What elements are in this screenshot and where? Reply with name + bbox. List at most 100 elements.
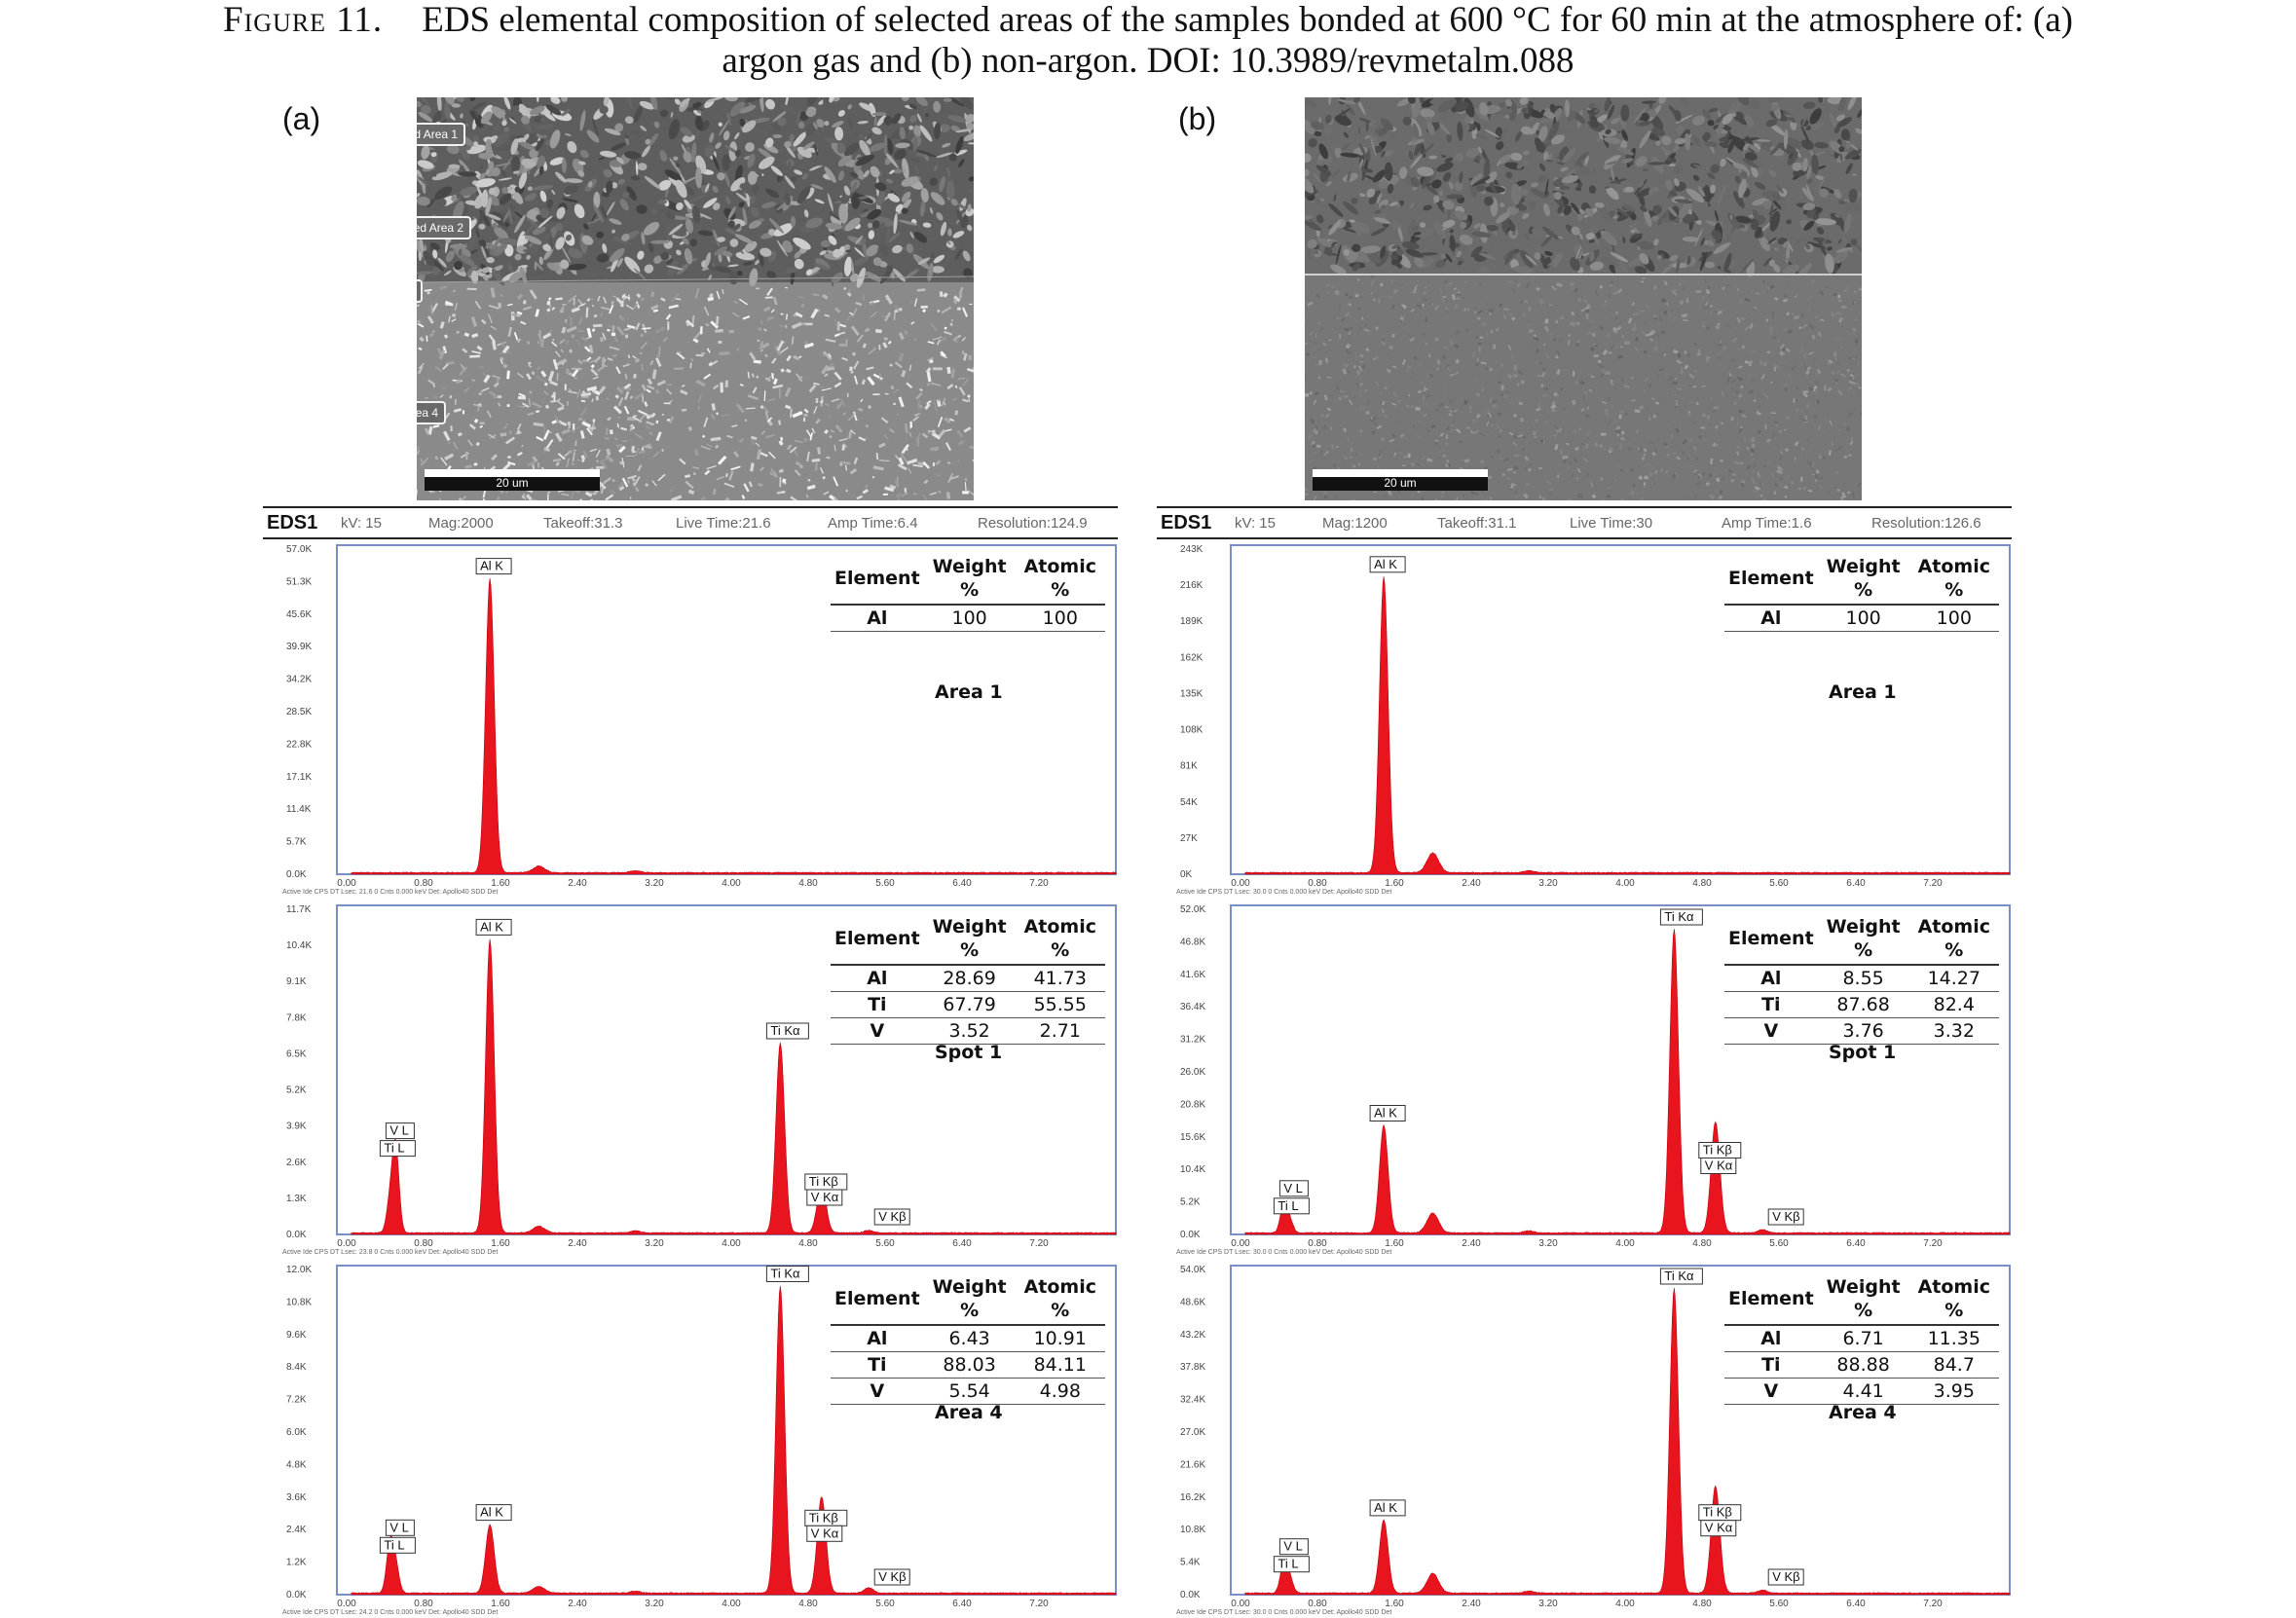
sem-area-tag: Area 13 Selected Area 3 [417,279,424,303]
peak-label: Ti Kβ [1698,1504,1742,1522]
takeoff-field: Takeoff:31.3 [543,515,623,532]
peak-label-box [806,1525,843,1542]
x-tick-label: 6.40 [952,1238,972,1249]
y-tick-label: 81K [1180,761,1198,772]
table-row: Al 6.43 10.91 [831,1325,1105,1352]
table-cell: 41.73 [1015,965,1105,992]
y-tick-label: 28.5K [286,707,312,717]
panel-label: (a) [282,101,321,136]
table-cell: V [1724,1378,1818,1405]
peak-label: V L [385,1519,415,1536]
y-tick-label: 0.0K [286,1230,307,1240]
figure-caption: Figure 11. EDS elemental composition of s… [0,0,2296,82]
table-header-cell: Atomic % [1917,556,1990,601]
peak-label: V Kα [806,1525,843,1542]
y-tick-label: 189K [1180,616,1204,627]
scale-bar: 20 um [425,469,600,491]
table-cell: 84.7 [1908,1351,1999,1379]
table-cell: 82.4 [1908,991,1999,1018]
amp-time-field: Amp Time:6.4 [828,515,918,532]
x-tick-label: 1.60 [491,1599,510,1609]
table-cell: 84.11 [1015,1351,1105,1379]
peak-label-text: Ti Kα [770,1023,800,1038]
table-header-row: Element Weight % Atomic % [1724,1273,1999,1325]
peak-label-box [873,1568,910,1586]
peak-label-box [873,1208,910,1226]
spectrum-location-label: Spot 1 [935,1042,1003,1063]
table-cell: 88.88 [1817,1351,1909,1379]
x-tick-label: 1.60 [491,1238,510,1249]
spectrum-footer: Active Ide CPS DT Lsec: 21.6 0 Cnts 0.00… [282,889,498,896]
table-header-cell: Element [834,568,920,589]
y-tick-label: 0K [1180,869,1193,880]
table-cell: V [831,1378,924,1405]
y-tick-label: 0.0K [1180,1230,1201,1240]
y-tick-label: 10.8K [1180,1525,1205,1535]
peak-label-box [1278,1180,1309,1197]
table-cell: 14.27 [1908,965,1999,992]
peak-label: Ti Kβ [804,1509,848,1526]
peak-label: Al K [1369,1499,1406,1517]
table-row: Ti 67.79 55.55 [831,991,1105,1018]
peak-label: V Kβ [873,1568,910,1586]
x-tick-label: 7.20 [1029,1238,1049,1249]
x-tick-label: 5.60 [875,878,895,889]
caption-line-1: Figure 11. EDS elemental composition of s… [0,0,2296,41]
table-header-cell: Atomic % [1917,916,1990,961]
kv-field: kV: 15 [341,515,382,532]
peak-label-box [1767,1568,1804,1586]
y-tick-label: 108K [1180,725,1204,736]
peak-label-box [379,1140,416,1158]
table-header-cell: Weight % [932,556,1007,601]
x-tick-label: 4.00 [722,1599,741,1609]
x-tick-label: 0.80 [414,878,433,889]
x-tick-label: 0.80 [414,1238,433,1249]
peak-label-text: Ti Kα [1664,909,1694,924]
peak-label-box [379,1536,416,1554]
table-header-cell: Atomic % [1023,916,1096,961]
table-cell: V [831,1017,924,1045]
x-tick-label: 4.00 [1615,1599,1635,1609]
scale-bar-line [1313,469,1488,477]
scale-bar-line [425,469,600,477]
y-tick-label: 51.3K [286,576,312,587]
sem-area-tag: Area 13 Selected Area 4 [417,401,447,424]
y-tick-label: 22.8K [286,739,312,750]
x-tick-label: 2.40 [1462,1599,1481,1609]
composition-table-header: Element Weight % Atomic % [831,913,1105,965]
table-cell: 3.76 [1817,1017,1909,1045]
composition-table-body: Al 100 100 [1724,605,1999,632]
y-tick-label: 1.2K [286,1558,307,1568]
composition-table-header: Element Weight % Atomic % [1724,1273,1999,1325]
peak-label-text: V Kα [1705,1521,1733,1535]
x-tick-label: 1.60 [1385,1238,1404,1249]
peak-label-text: V Kα [811,1190,839,1204]
table-row: Al 28.69 41.73 [831,965,1105,992]
composition-table-body: Al 28.69 41.73 Ti 67.79 55.55 V 3.52 2.71 [831,965,1105,1045]
x-tick-label: 4.00 [1615,878,1635,889]
x-tick-label: 4.80 [1692,1238,1712,1249]
table-cell: 5.54 [923,1378,1016,1405]
spectrum-location-label: Area 4 [1829,1402,1897,1423]
peak-label: V Kβ [1767,1568,1804,1586]
peak-label-text: Ti Kβ [1703,1505,1732,1520]
x-tick-label: 4.00 [722,878,741,889]
x-tick-label: 2.40 [568,1238,587,1249]
composition-table: Element Weight % Atomic % Al 6.43 10.91 Ti 88.0… [831,1273,1105,1405]
y-tick-label: 32.4K [1180,1395,1205,1406]
table-header-cell: Weight % [1826,556,1901,601]
x-tick-label: 2.40 [568,878,587,889]
peak-label-text: V L [1283,1181,1303,1195]
table-row: Ti 88.03 84.11 [831,1351,1105,1379]
y-tick-label: 5.4K [1180,1558,1201,1568]
live-time-field: Live Time:30 [1570,515,1653,532]
y-tick-label: 11.4K [286,804,312,815]
y-tick-label: 0.0K [1180,1590,1201,1600]
eds-acquisition-header: EDS1 kV: 15 Mag:1200 Takeoff:31.1 Live Time:… [1157,506,2012,539]
resolution-field: Resolution:124.9 [978,515,1088,532]
peak-label: Al K [1369,556,1406,573]
caption-line-2: argon gas and (b) non-argon. DOI: 10.398… [722,41,1574,81]
table-cell: 4.41 [1817,1378,1909,1405]
table-header-cell: Element [1728,928,1814,949]
x-tick-label: 3.20 [645,1238,664,1249]
